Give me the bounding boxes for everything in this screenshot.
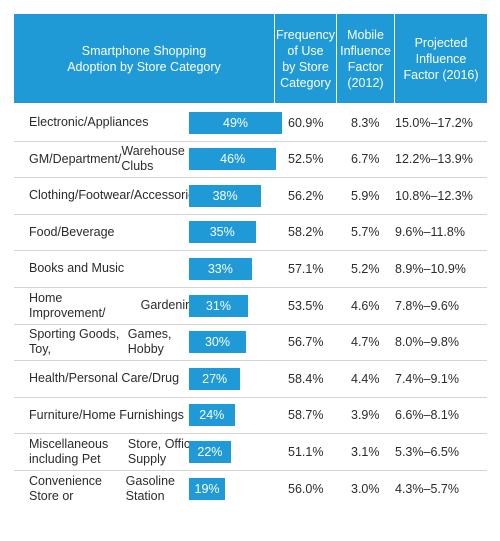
table-row: Electronic/Appliances 49% 60.9% 8.3% 15.0%–1… — [14, 104, 487, 141]
category-label: Miscellaneous including Pet Store, Office… — [29, 436, 198, 466]
table-row: Convenience Store or Gasoline Station 19% 5… — [14, 470, 487, 507]
influence-2012-value: 3.0% — [351, 481, 380, 496]
influence-2016-value: 4.3%–5.7% — [395, 481, 459, 496]
table-row: Home Improvement/Gardening 31% 53.5% 4.6% 7.… — [14, 287, 487, 324]
frequency-value: 56.7% — [288, 335, 324, 350]
frequency-value: 58.2% — [288, 225, 324, 240]
table-row: GM/Department/Warehouse Clubs 46% 52.5% 6.7… — [14, 141, 487, 178]
table-row: Clothing/Footwear/Accessories 38% 56.2% 5.9… — [14, 178, 487, 215]
table-row: Miscellaneous including Pet Store, Office… — [14, 434, 487, 471]
header-adoption-label: Smartphone Shopping Adoption by Store Cat… — [67, 43, 221, 74]
influence-2016-value: 6.6%–8.1% — [395, 408, 459, 423]
adoption-bar: 35% — [189, 221, 256, 244]
row-separator — [14, 397, 487, 398]
adoption-bar: 38% — [189, 184, 262, 207]
adoption-bar: 33% — [189, 257, 252, 280]
influence-2016-value: 15.0%–17.2% — [395, 115, 473, 130]
adoption-bar: 46% — [189, 148, 277, 171]
table-row: Books and Music 33% 57.1% 5.2% 8.9%–10.9% — [14, 251, 487, 288]
influence-2016-value: 7.4%–9.1% — [395, 371, 459, 386]
adoption-bar: 22% — [189, 440, 231, 463]
influence-2016-value: 7.8%–9.6% — [395, 298, 459, 313]
influence-2012-value: 4.4% — [351, 371, 380, 386]
influence-2012-value: 3.9% — [351, 408, 380, 423]
header-frequency: Frequency of Use by Store Category — [275, 14, 336, 103]
row-separator — [14, 360, 487, 361]
row-separator — [14, 214, 487, 215]
adoption-bar: 19% — [189, 477, 226, 500]
header-influence-2016: Projected Influence Factor (2016) — [395, 14, 487, 103]
row-separator — [14, 470, 487, 471]
influence-2016-value: 10.8%–12.3% — [395, 188, 473, 203]
adoption-bar-label: 49% — [223, 115, 249, 130]
influence-2012-value: 4.6% — [351, 298, 380, 313]
header-frequency-label: Frequency of Use by Store Category — [275, 27, 336, 90]
adoption-bar-label: 31% — [205, 298, 231, 313]
influence-2016-value: 5.3%–6.5% — [395, 444, 459, 459]
category-label: Clothing/Footwear/Accessories — [29, 188, 202, 203]
category-label: Convenience Store or Gasoline Station — [29, 473, 175, 503]
adoption-bar-label: 35% — [209, 225, 235, 240]
adoption-bar: 27% — [189, 367, 241, 390]
influence-2016-value: 8.0%–9.8% — [395, 335, 459, 350]
header-adoption: Smartphone Shopping Adoption by Store Cat… — [14, 14, 274, 103]
frequency-value: 52.5% — [288, 152, 324, 167]
influence-2016-value: 12.2%–13.9% — [395, 152, 473, 167]
influence-2012-value: 4.7% — [351, 335, 380, 350]
header-influence-2012-label: Mobile Influence Factor (2012) — [340, 27, 391, 90]
frequency-value: 53.5% — [288, 298, 324, 313]
adoption-bar-label: 22% — [197, 444, 223, 459]
row-separator — [14, 141, 487, 142]
frequency-value: 57.1% — [288, 261, 324, 276]
influence-2016-value: 8.9%–10.9% — [395, 261, 466, 276]
adoption-bar-label: 46% — [220, 152, 246, 167]
influence-2012-value: 8.3% — [351, 115, 380, 130]
table-row: Food/Beverage 35% 58.2% 5.7% 9.6%–11.8% — [14, 214, 487, 251]
adoption-bar: 31% — [189, 294, 248, 317]
adoption-bar: 30% — [189, 331, 246, 354]
adoption-bar-label: 33% — [207, 261, 233, 276]
frequency-value: 56.0% — [288, 481, 324, 496]
frequency-value: 58.4% — [288, 371, 324, 386]
adoption-bar-label: 19% — [194, 481, 220, 496]
frequency-value: 56.2% — [288, 188, 324, 203]
frequency-value: 58.7% — [288, 408, 324, 423]
influence-2012-value: 3.1% — [351, 444, 380, 459]
adoption-bar-label: 27% — [202, 371, 228, 386]
adoption-bar-label: 24% — [199, 408, 225, 423]
row-separator — [14, 287, 487, 288]
category-label: Furniture/Home Furnishings — [29, 407, 184, 422]
category-label: GM/Department/Warehouse Clubs — [29, 144, 185, 174]
influence-2012-value: 5.2% — [351, 261, 380, 276]
header-influence-2012: Mobile Influence Factor (2012) — [337, 14, 394, 103]
adoption-bar-label: 38% — [212, 188, 238, 203]
category-label: Food/Beverage — [29, 224, 115, 239]
category-label: Home Improvement/Gardening — [29, 290, 199, 320]
category-label: Health/Personal Care/Drug — [29, 371, 180, 386]
category-label: Electronic/Appliances — [29, 115, 149, 130]
row-separator — [14, 324, 487, 325]
adoption-bar: 49% — [189, 111, 283, 134]
influence-2012-value: 6.7% — [351, 152, 380, 167]
frequency-value: 51.1% — [288, 444, 324, 459]
influence-2012-value: 5.7% — [351, 225, 380, 240]
row-separator — [14, 433, 487, 434]
header-influence-2016-label: Projected Influence Factor (2016) — [403, 35, 479, 82]
category-label: Sporting Goods, Toy, Games, Hobby — [29, 327, 172, 357]
category-label: Books and Music — [29, 261, 125, 276]
row-separator — [14, 250, 487, 251]
frequency-value: 60.9% — [288, 115, 324, 130]
row-separator — [14, 177, 487, 178]
adoption-bar-label: 30% — [204, 335, 231, 350]
table-row: Health/Personal Care/Drug 27% 58.4% 4.4% 7.4… — [14, 361, 487, 398]
adoption-bar: 24% — [189, 404, 235, 427]
influence-2016-value: 9.6%–11.8% — [395, 225, 465, 240]
influence-2012-value: 5.9% — [351, 188, 380, 203]
table-row: Furniture/Home Furnishings 24% 58.7% 3.9% 6.… — [14, 397, 487, 434]
table-row: Sporting Goods, Toy, Games, Hobby 30% 56.7%… — [14, 324, 487, 361]
